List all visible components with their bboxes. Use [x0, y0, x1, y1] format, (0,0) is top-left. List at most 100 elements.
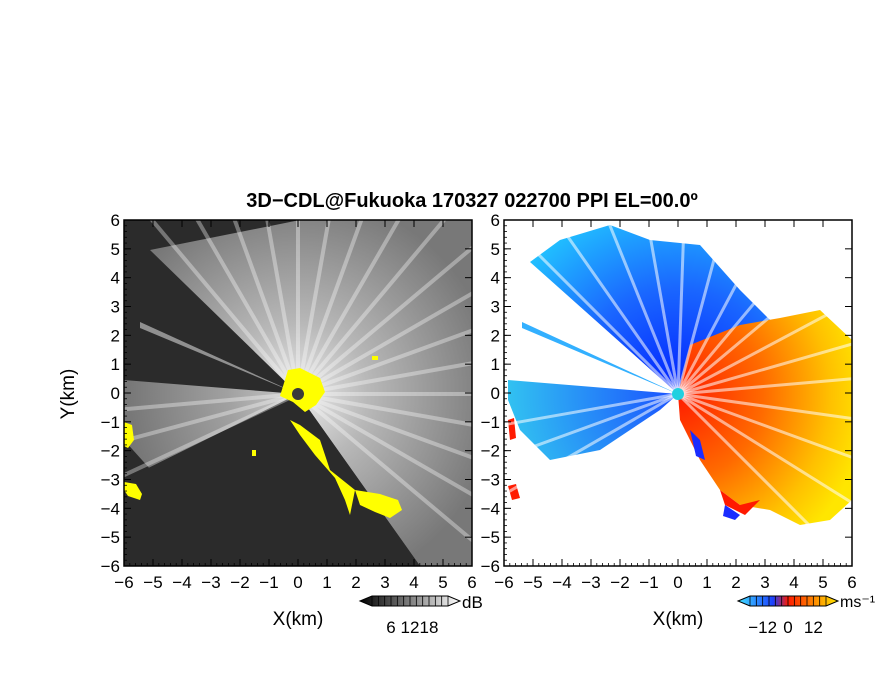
radial-streak: [504, 392, 679, 427]
x-tick-label: 0: [673, 573, 682, 592]
x-tick-label: −3: [201, 573, 220, 592]
y-tick-label: −5: [101, 528, 120, 547]
reflectivity-axis-ticks: −6 −5 −4 −3 −2 −1 0 1 2 3 4 5 6 6 5 4 3 2 1 0 −1 −2 −3 −4 −5 −6: [101, 211, 477, 592]
x-tick-label: −3: [581, 573, 600, 592]
velocity-echo: [504, 220, 852, 566]
colorbar-tick-label: 12: [804, 618, 823, 637]
y-tick-label: −6: [481, 557, 500, 576]
y-tick-label: −5: [481, 528, 500, 547]
radial-streak: [676, 392, 852, 566]
x-tick-label: −4: [172, 573, 191, 592]
y-tick-label: 4: [111, 269, 120, 288]
x-tick-label: 2: [731, 573, 740, 592]
radial-streak: [296, 220, 401, 395]
radial-streak: [677, 246, 852, 396]
radial-streak: [606, 220, 680, 395]
radial-streak: [676, 220, 727, 395]
x-tick-label: 4: [789, 573, 798, 592]
x-tick-label: 1: [322, 573, 331, 592]
radial-streak: [296, 220, 364, 395]
y-tick-label: −1: [101, 413, 120, 432]
radial-streak: [504, 220, 680, 396]
y-tick-label: 4: [491, 269, 500, 288]
y-tick-label: 3: [491, 298, 500, 317]
radial-streak: [296, 245, 472, 396]
x-tick-label: 2: [351, 573, 360, 592]
radial-streak: [296, 392, 472, 543]
x-tick-label: 5: [818, 573, 827, 592]
y-tick-label: −2: [101, 442, 120, 461]
y-tick-label: 3: [111, 298, 120, 317]
colorbar-tick-label: −12: [748, 618, 777, 637]
y-tick-label: 1: [491, 355, 500, 374]
y-tick-label: 5: [111, 240, 120, 259]
radial-streak: [297, 361, 472, 396]
y-tick-label: −2: [481, 442, 500, 461]
radial-streak: [504, 392, 679, 459]
radial-streak: [265, 220, 300, 395]
radial-streak: [554, 220, 680, 395]
radial-streak: [297, 392, 472, 427]
radial-streak: [677, 392, 852, 505]
radial-streak: [676, 220, 773, 395]
figure-title: 3D−CDL@Fukuoka 170327 022700 PPI EL=00.0…: [246, 190, 698, 212]
y-tick-label: 5: [491, 240, 500, 259]
velocity-colorbar-unit: ms⁻¹: [840, 594, 875, 611]
radial-streak: [504, 392, 679, 497]
radial-streak: [232, 220, 300, 395]
radial-streak: [124, 392, 299, 478]
radial-streak: [297, 392, 472, 497]
x-tick-label: 4: [409, 573, 418, 592]
x-tick-label: −5: [143, 573, 162, 592]
radial-streak: [124, 392, 299, 412]
y-tick-label: 6: [111, 211, 120, 230]
radial-streak: [296, 220, 331, 395]
radial-streak: [645, 220, 680, 395]
radial-streak: [297, 291, 472, 396]
reflectivity-flags: [124, 356, 402, 518]
y-tick-label: 6: [491, 211, 500, 230]
x-tick-label: 5: [438, 573, 447, 592]
y-tick-label: 2: [491, 326, 500, 345]
velocity-colorbar: ms⁻¹ −12 0 12: [736, 594, 875, 637]
colorbar-tick-label: 12: [401, 618, 420, 637]
y-tick-label: 0: [111, 384, 120, 403]
radial-streak: [677, 392, 852, 420]
radial-streak: [297, 392, 472, 460]
radial-streak: [676, 220, 686, 395]
x-tick-label: −4: [552, 573, 571, 592]
y-tick-label: −3: [101, 471, 120, 490]
y-tick-label: 2: [111, 326, 120, 345]
y-tick-label: 0: [491, 384, 500, 403]
radial-streak: [149, 220, 300, 396]
x-tick-label: −6: [494, 573, 513, 592]
x-tick-label: −5: [523, 573, 542, 592]
x-axis-label-left: X(km): [273, 609, 324, 630]
reflectivity-colorbar: dB 6 12 18: [358, 593, 483, 637]
y-tick-label: −4: [101, 499, 120, 518]
radial-streak: [195, 220, 300, 395]
y-axis-label: Y(km): [58, 369, 79, 420]
radial-streak: [677, 377, 852, 396]
x-tick-label: −6: [114, 573, 133, 592]
radial-streak: [677, 342, 852, 396]
x-tick-label: −2: [230, 573, 249, 592]
radial-streak: [677, 299, 852, 396]
radial-streak: [676, 220, 826, 395]
x-tick-label: −2: [610, 573, 629, 592]
x-tick-label: −1: [639, 573, 658, 592]
radial-streak: [677, 392, 852, 459]
x-tick-label: 1: [702, 573, 711, 592]
y-tick-label: −3: [481, 471, 500, 490]
reflectivity-colorbar-unit: dB: [462, 593, 483, 612]
colorbar-tick-label: 6: [386, 618, 395, 637]
y-tick-label: −4: [481, 499, 500, 518]
radial-streak: [296, 220, 447, 396]
velocity-axis-ticks: −6 −5 −4 −3 −2 −1 0 1 2 3 4 5 6 6 5 4 3 2 1 0 −1 −2 −3 −4 −5 −6: [481, 211, 857, 592]
x-tick-label: 6: [847, 573, 856, 592]
x-tick-label: 0: [293, 573, 302, 592]
colorbar-tick-label: 0: [783, 618, 792, 637]
reflectivity-panel: −6 −5 −4 −3 −2 −1 0 1 2 3 4 5 6 6 5 4 3 2 1 0 −1 −2 −3 −4 −5 −6: [101, 211, 477, 592]
velocity-panel: −6 −5 −4 −3 −2 −1 0 1 2 3 4 5 6 6 5 4 3 2 1 0 −1 −2 −3 −4 −5 −6: [481, 211, 857, 592]
